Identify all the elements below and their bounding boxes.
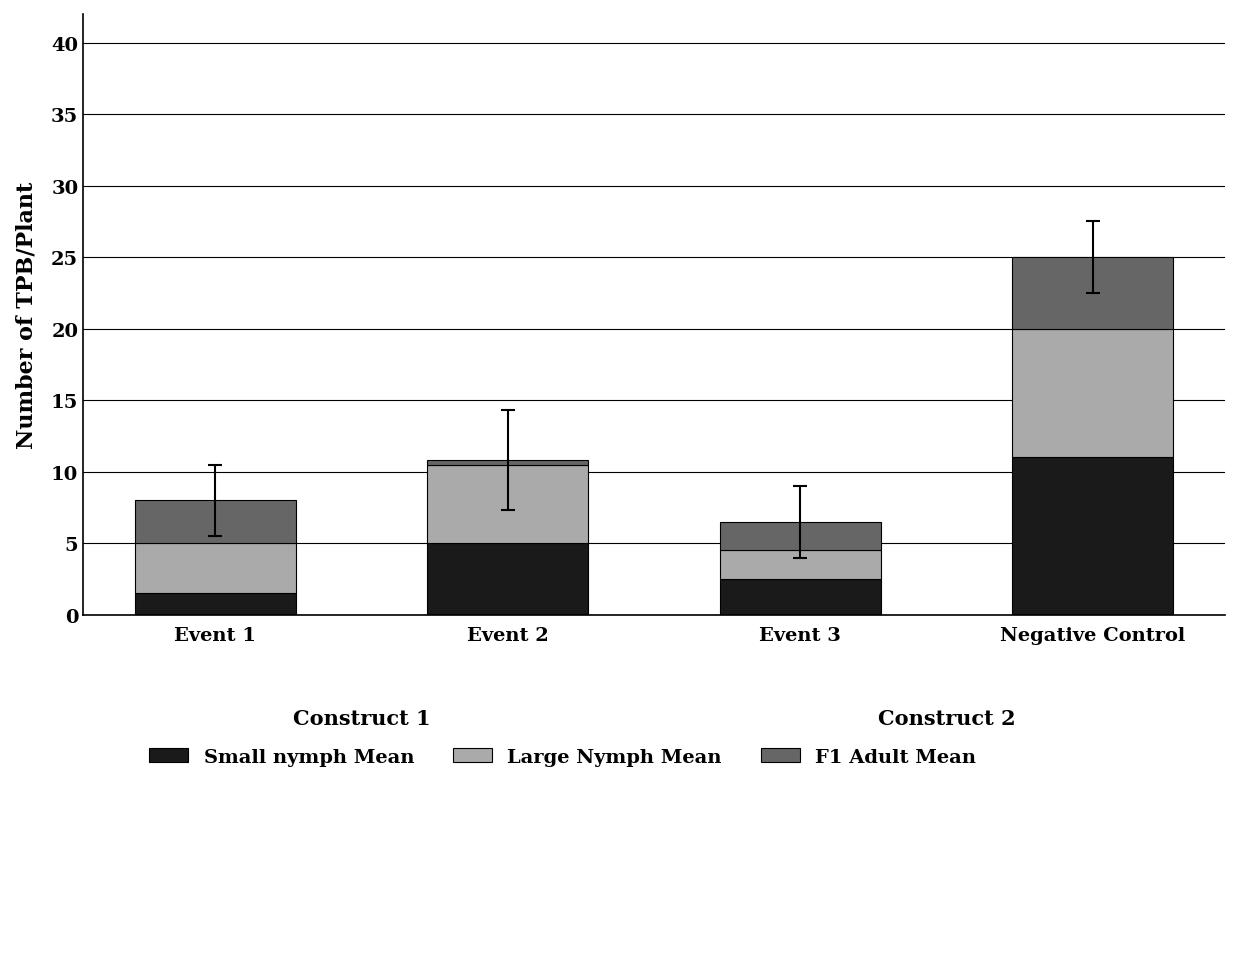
Y-axis label: Number of TPB/Plant: Number of TPB/Plant: [15, 182, 37, 449]
Bar: [428, 461, 588, 466]
Text: Construct 1: Construct 1: [293, 708, 430, 728]
Bar: [720, 579, 880, 615]
Bar: [428, 544, 588, 615]
Bar: [1012, 258, 1173, 330]
Bar: [135, 594, 296, 615]
Bar: [135, 544, 296, 594]
Bar: [135, 501, 296, 544]
Text: Construct 2: Construct 2: [878, 708, 1016, 728]
Bar: [1012, 458, 1173, 615]
Bar: [720, 522, 880, 551]
Bar: [428, 466, 588, 544]
Legend: Small nymph Mean, Large Nymph Mean, F1 Adult Mean: Small nymph Mean, Large Nymph Mean, F1 A…: [141, 740, 985, 774]
Bar: [1012, 330, 1173, 458]
Bar: [720, 551, 880, 579]
